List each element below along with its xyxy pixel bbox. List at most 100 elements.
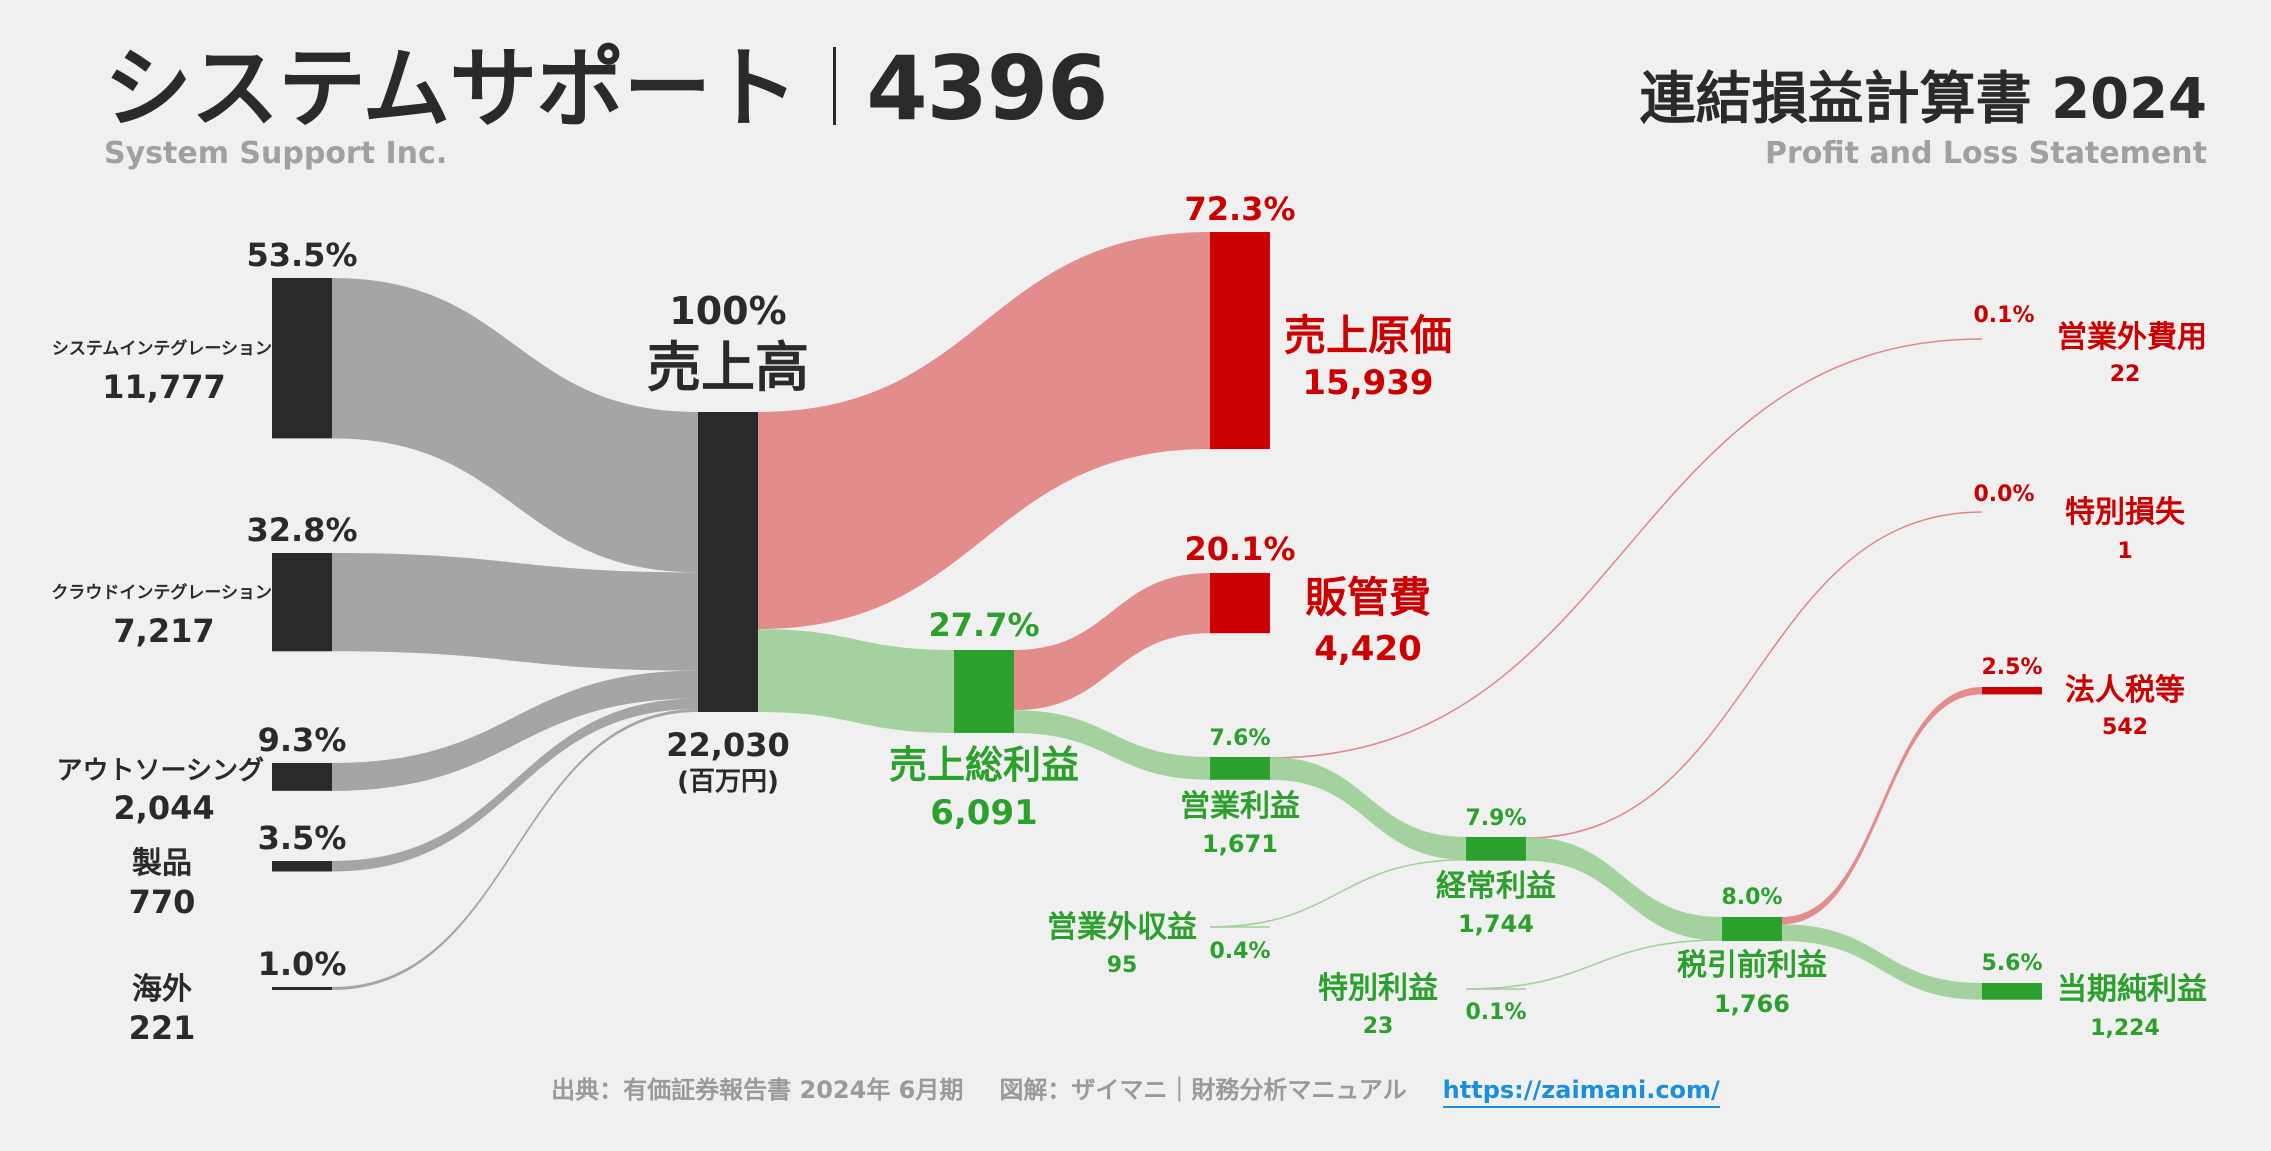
extraordinary-loss-link [1525, 511, 1983, 839]
sankey-flows [332, 232, 1983, 1000]
statement-title-en: Profit and Loss Statement [1764, 136, 2207, 171]
segment-pct-label: 32.8% [246, 511, 357, 549]
pretax-profit-flow [1526, 837, 1722, 941]
non-operating-expenses-value-label: 22 [2110, 362, 2141, 387]
sga-name-label: 販管費 [1305, 573, 1431, 622]
gross-profit-name-label: 売上総利益 [889, 743, 1079, 787]
revenue-name-label: 売上高 [647, 336, 809, 399]
ordinary-profit-value-label: 1,744 [1458, 910, 1534, 938]
net-income-value-label: 1,224 [2090, 1016, 2160, 1041]
non-operating-income-pct-label: 0.4% [1209, 939, 1270, 964]
segment-flow [332, 698, 698, 872]
segment-node [272, 861, 332, 872]
sankey-labels: 53.5% システムインテグレーション 11,777 32.8% クラウドインテグレーシ… [51, 190, 2207, 1047]
non-operating-expenses-pct-label: 0.1% [1973, 303, 2034, 328]
footer-source: 出典：有価証券報告書 2024年 6月期 [551, 1076, 964, 1104]
revenue-value-label: 22,030 [666, 726, 789, 764]
gross-profit-value-label: 6,091 [930, 793, 1038, 833]
segment-flow [332, 670, 698, 791]
revenue-unit-label: (百万円) [677, 767, 779, 797]
pretax-profit-pct-label: 8.0% [1721, 885, 1782, 910]
footer-credit: 図解：ザイマニ｜財務分析マニュアル [999, 1076, 1407, 1104]
net-income-name-label: 当期純利益 [2057, 972, 2207, 1007]
revenue-node [698, 412, 758, 712]
segment-value-label: 221 [129, 1009, 196, 1047]
sga-node [1210, 573, 1270, 634]
extraordinary-loss-pct-label: 0.0% [1973, 482, 2034, 507]
income-taxes-flow [1782, 687, 1982, 925]
gross-profit-node [954, 650, 1014, 733]
segment-node [272, 763, 332, 791]
net-income-node [1982, 983, 2042, 1000]
operating-profit-value-label: 1,671 [1202, 830, 1278, 858]
pretax-profit-node [1722, 917, 1782, 942]
ordinary-profit-flow [1270, 757, 1466, 860]
segment-name-label: 製品 [132, 846, 192, 881]
income-taxes-value-label: 542 [2102, 715, 2148, 740]
cost-of-sales-name-label: 売上原価 [1284, 311, 1452, 360]
operating-profit-name-label: 営業利益 [1180, 789, 1300, 824]
cost-of-sales-node [1210, 232, 1270, 450]
income-taxes-node [1982, 687, 2042, 695]
segment-value-label: 11,777 [102, 368, 225, 406]
non-operating-income-link [1209, 858, 1467, 928]
segment-name-label: 海外 [132, 972, 192, 1007]
header-left: システムサポート 4396 System Support Inc. [104, 34, 1108, 171]
segment-pct-label: 1.0% [258, 945, 347, 983]
segment-pct-label: 3.5% [258, 819, 347, 857]
pretax-profit-value-label: 1,766 [1714, 990, 1790, 1018]
extraordinary-income-link [1465, 939, 1723, 990]
segment-pct-label: 53.5% [246, 236, 357, 274]
segment-flow [332, 278, 698, 573]
footer: 出典：有価証券報告書 2024年 6月期 図解：ザイマニ｜財務分析マニュアル htt… [0, 1070, 2271, 1108]
segment-name-label: アウトソーシング [57, 756, 264, 786]
segment-name-label: システムインテグレーション [52, 338, 272, 359]
footer-link[interactable]: https://zaimani.com/ [1442, 1076, 1720, 1108]
sga-value-label: 4,420 [1314, 629, 1422, 669]
company-name-en: System Support Inc. [104, 136, 448, 171]
sga-flow [1014, 573, 1210, 711]
extraordinary-loss-value-label: 1 [2117, 539, 2132, 564]
sankey-nodes [272, 232, 2042, 1000]
cost-of-sales-value-label: 15,939 [1302, 363, 1433, 403]
statement-title: 連結損益計算書 2024 [1639, 67, 2207, 132]
cost-of-sales-pct-label: 72.3% [1184, 190, 1295, 228]
page-title: システムサポート 4396 [104, 34, 1108, 144]
company-name: システムサポート [104, 37, 798, 140]
segment-name-label: クラウドインテグレーション [51, 582, 272, 603]
segment-value-label: 770 [129, 883, 196, 921]
segment-pct-label: 9.3% [258, 721, 347, 759]
title-separator [833, 47, 837, 125]
operating-profit-node [1210, 757, 1270, 780]
extraordinary-income-pct-label: 0.1% [1465, 1000, 1526, 1025]
non-operating-income-name-label: 営業外収益 [1047, 910, 1197, 945]
ordinary-profit-pct-label: 7.9% [1465, 806, 1526, 831]
operating-profit-pct-label: 7.6% [1209, 726, 1270, 751]
ticker-code: 4396 [866, 37, 1108, 140]
extraordinary-income-name-label: 特別利益 [1318, 971, 1438, 1006]
segment-node [272, 553, 332, 652]
revenue-pct-label: 100% [669, 289, 786, 333]
cost-of-sales-flow [758, 232, 1210, 630]
segment-node [272, 278, 332, 439]
non-operating-income-value-label: 95 [1107, 953, 1138, 978]
income-taxes-pct-label: 2.5% [1981, 655, 2042, 680]
extraordinary-loss-name-label: 特別損失 [2065, 495, 2186, 530]
income-taxes-name-label: 法人税等 [2065, 673, 2185, 708]
header-right: 連結損益計算書 2024 Profit and Loss Statement [1640, 64, 2207, 171]
segment-flow [332, 553, 698, 671]
segment-node [272, 987, 332, 991]
net-income-pct-label: 5.6% [1981, 951, 2042, 976]
segment-flow [332, 708, 698, 991]
gross-profit-flow [758, 629, 954, 733]
operating-profit-flow [1014, 710, 1210, 780]
ordinary-profit-node [1466, 837, 1526, 861]
ordinary-profit-name-label: 経常利益 [1436, 869, 1556, 904]
segment-value-label: 2,044 [113, 789, 214, 827]
pretax-profit-name-label: 税引前利益 [1677, 948, 1827, 983]
net-income-flow [1782, 924, 1982, 1000]
segment-value-label: 7,217 [113, 612, 214, 650]
gross-profit-pct-label: 27.7% [928, 606, 1039, 644]
sga-pct-label: 20.1% [1184, 530, 1295, 568]
